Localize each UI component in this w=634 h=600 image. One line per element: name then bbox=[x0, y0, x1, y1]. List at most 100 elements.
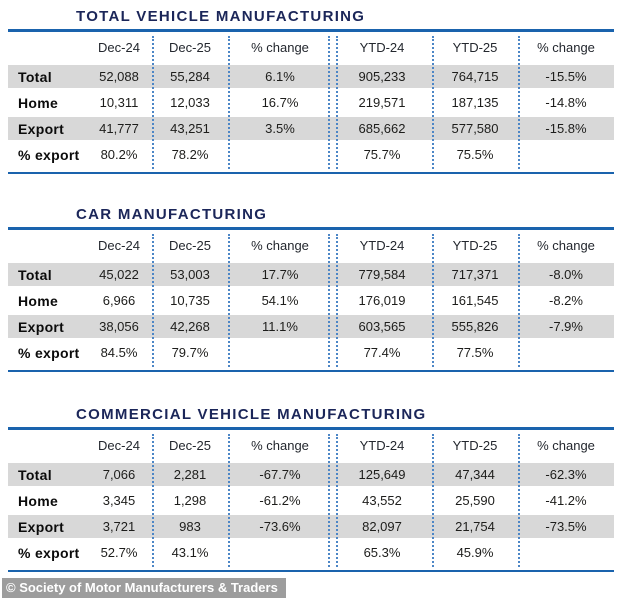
cell: 3.5% bbox=[265, 121, 295, 136]
column-separator bbox=[518, 36, 520, 169]
table-row-home: Home 6,966 10,735 54.1% 176,019 161,545 … bbox=[8, 289, 614, 312]
row-label: % export bbox=[18, 344, 80, 361]
column-separator bbox=[432, 234, 434, 367]
column-separator-double-right bbox=[336, 434, 338, 567]
column-header-pct-change: % change bbox=[251, 39, 309, 55]
title-underline bbox=[8, 427, 614, 430]
source-attribution: © Society of Motor Manufacturers & Trade… bbox=[2, 578, 286, 598]
column-separator bbox=[228, 434, 230, 567]
row-label: Export bbox=[18, 518, 65, 535]
table-row-home: Home 3,345 1,298 -61.2% 43,552 25,590 -4… bbox=[8, 489, 614, 512]
column-separator bbox=[152, 434, 154, 567]
cell: 65.3% bbox=[363, 545, 401, 560]
cell: -8.0% bbox=[549, 267, 583, 282]
cell: -7.9% bbox=[549, 319, 583, 334]
column-header-ytd24: YTD-24 bbox=[359, 437, 405, 453]
cell: -8.2% bbox=[549, 293, 583, 308]
header-row: Dec-24 Dec-25 % change YTD-24 YTD-25 % c… bbox=[8, 34, 614, 60]
column-header-ytd25: YTD-25 bbox=[452, 39, 498, 55]
cell: 75.7% bbox=[363, 147, 401, 162]
cell: 1,298 bbox=[173, 493, 207, 508]
cell: -15.8% bbox=[545, 121, 587, 136]
cell: 43,251 bbox=[170, 121, 210, 136]
cell: 6.1% bbox=[265, 69, 295, 84]
table-row-pct-export: % export 52.7% 43.1% 65.3% 45.9% bbox=[8, 541, 614, 564]
table-row-total: Total 7,066 2,281 -67.7% 125,649 47,344 … bbox=[8, 463, 614, 486]
row-label: Home bbox=[18, 292, 59, 309]
table-row-total: Total 45,022 53,003 17.7% 779,584 717,37… bbox=[8, 263, 614, 286]
cell: -73.6% bbox=[259, 519, 301, 534]
cell: 41,777 bbox=[99, 121, 139, 136]
cell: 11.1% bbox=[262, 319, 298, 334]
cell: 55,284 bbox=[170, 69, 210, 84]
column-separator-double-right bbox=[336, 36, 338, 169]
table-row-pct-export: % export 80.2% 78.2% 75.7% 75.5% bbox=[8, 143, 614, 166]
cell: 187,135 bbox=[451, 95, 499, 110]
column-header-ytd24: YTD-24 bbox=[359, 237, 405, 253]
table-title: COMMERCIAL VEHICLE MANUFACTURING bbox=[76, 406, 427, 423]
column-header-pct-change: % change bbox=[251, 437, 309, 453]
column-header-ytd25: YTD-25 bbox=[452, 237, 498, 253]
table-body: Dec-24 Dec-25 % change YTD-24 YTD-25 % c… bbox=[8, 232, 614, 372]
column-separator bbox=[228, 234, 230, 367]
table-car-manufacturing: CAR MANUFACTURING Dec-24 Dec-25 % change… bbox=[8, 206, 614, 372]
header-row: Dec-24 Dec-25 % change YTD-24 YTD-25 % c… bbox=[8, 232, 614, 258]
row-label: Home bbox=[18, 94, 59, 111]
cell: -41.2% bbox=[545, 493, 587, 508]
cell: 43,552 bbox=[362, 493, 402, 508]
cell: 161,545 bbox=[451, 293, 499, 308]
cell: 47,344 bbox=[455, 467, 495, 482]
column-header-ytd25: YTD-25 bbox=[452, 437, 498, 453]
table-row-export: Export 3,721 983 -73.6% 82,097 21,754 -7… bbox=[8, 515, 614, 538]
cell: 21,754 bbox=[455, 519, 495, 534]
table-commercial-vehicle-manufacturing: COMMERCIAL VEHICLE MANUFACTURING Dec-24 … bbox=[8, 406, 614, 572]
column-separator bbox=[152, 36, 154, 169]
cell: 80.2% bbox=[100, 147, 138, 162]
cell: 10,311 bbox=[99, 95, 139, 110]
column-separator bbox=[152, 234, 154, 367]
cell: -61.2% bbox=[259, 493, 301, 508]
cell: 45,022 bbox=[99, 267, 139, 282]
row-label: Total bbox=[18, 68, 52, 85]
column-header-pct-change: % change bbox=[537, 437, 595, 453]
cell: 52.7% bbox=[100, 545, 138, 560]
column-separator-double-left bbox=[328, 36, 330, 169]
table-row-home: Home 10,311 12,033 16.7% 219,571 187,135… bbox=[8, 91, 614, 114]
cell: 176,019 bbox=[358, 293, 406, 308]
cell: -15.5% bbox=[545, 69, 587, 84]
row-label: % export bbox=[18, 146, 80, 163]
table-title: CAR MANUFACTURING bbox=[76, 206, 268, 223]
column-separator-double-left bbox=[328, 234, 330, 367]
column-header-dec24: Dec-24 bbox=[98, 237, 140, 253]
cell: -62.3% bbox=[545, 467, 587, 482]
cell: 42,268 bbox=[170, 319, 210, 334]
cell: 12,033 bbox=[170, 95, 210, 110]
table-row-total: Total 52,088 55,284 6.1% 905,233 764,715… bbox=[8, 65, 614, 88]
table-total-vehicle-manufacturing: TOTAL VEHICLE MANUFACTURING Dec-24 Dec-2… bbox=[8, 8, 614, 174]
cell: -67.7% bbox=[259, 467, 301, 482]
row-label: Home bbox=[18, 492, 59, 509]
cell: 577,580 bbox=[451, 121, 499, 136]
header-row: Dec-24 Dec-25 % change YTD-24 YTD-25 % c… bbox=[8, 432, 614, 458]
cell: 54.1% bbox=[261, 293, 299, 308]
column-header-ytd24: YTD-24 bbox=[359, 39, 405, 55]
cell: 75.5% bbox=[456, 147, 494, 162]
column-separator bbox=[228, 36, 230, 169]
title-underline bbox=[8, 227, 614, 230]
column-header-pct-change: % change bbox=[251, 237, 309, 253]
title-underline bbox=[8, 29, 614, 32]
table-row-export: Export 38,056 42,268 11.1% 603,565 555,8… bbox=[8, 315, 614, 338]
column-header-dec24: Dec-24 bbox=[98, 39, 140, 55]
cell: 555,826 bbox=[451, 319, 499, 334]
column-separator-double-right bbox=[336, 234, 338, 367]
cell: 983 bbox=[179, 519, 201, 534]
column-header-dec25: Dec-25 bbox=[169, 39, 211, 55]
cell: 6,966 bbox=[102, 293, 136, 308]
cell: 77.5% bbox=[456, 345, 494, 360]
table-body: Dec-24 Dec-25 % change YTD-24 YTD-25 % c… bbox=[8, 34, 614, 174]
column-separator-double-left bbox=[328, 434, 330, 567]
column-header-pct-change: % change bbox=[537, 237, 595, 253]
cell: 3,345 bbox=[102, 493, 136, 508]
row-label: Export bbox=[18, 120, 65, 137]
